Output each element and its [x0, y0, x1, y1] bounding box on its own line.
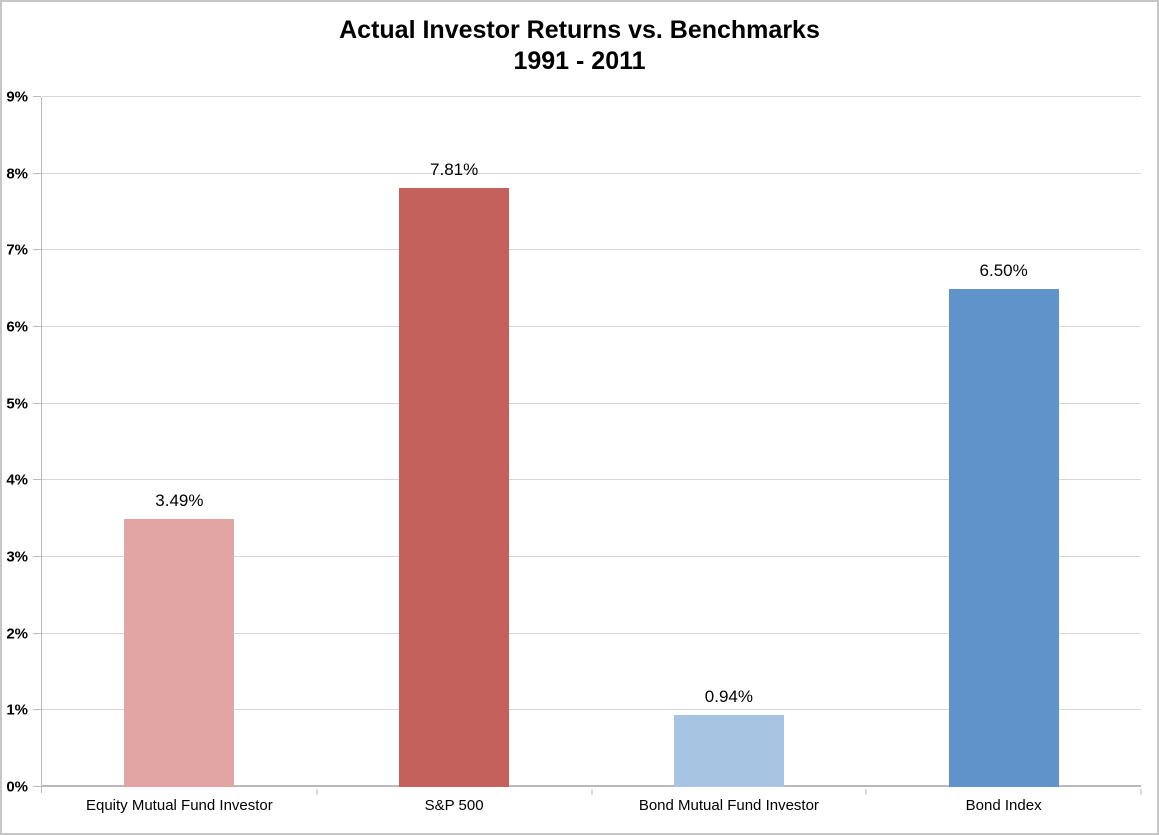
bar-data-label: 7.81% — [430, 160, 479, 180]
y-axis-label: 3% — [6, 548, 28, 566]
chart-title-line1: Actual Investor Returns vs. Benchmarks — [339, 16, 820, 44]
y-axis-label: 0% — [6, 778, 28, 796]
y-axis-tick — [33, 786, 41, 787]
bar — [673, 714, 784, 787]
bar-data-label: 3.49% — [155, 491, 204, 511]
x-axis-tick-row — [42, 787, 1142, 795]
x-axis-category-label: Bond Mutual Fund Investor — [638, 797, 819, 814]
y-axis-tick — [33, 249, 41, 251]
bar-data-label: 6.50% — [979, 260, 1028, 280]
gridline — [42, 172, 1141, 174]
chart-title: Actual Investor Returns vs. Benchmarks 1… — [0, 15, 1159, 77]
bar — [948, 288, 1059, 787]
y-axis-tick — [33, 326, 41, 327]
gridline — [42, 479, 1141, 481]
gridline — [42, 249, 1141, 251]
bar — [124, 519, 235, 787]
x-axis-category-label: Equity Mutual Fund Investor — [85, 797, 273, 814]
y-axis-tick — [33, 479, 41, 481]
gridline — [42, 632, 1141, 634]
y-axis-label: 4% — [6, 471, 28, 489]
gridline — [42, 556, 1141, 557]
gridline — [42, 326, 1141, 327]
chart-title-line2: 1991 - 2011 — [513, 47, 646, 75]
y-axis-label: 9% — [6, 88, 28, 106]
category-separator-tick — [865, 789, 867, 795]
y-axis-tick — [33, 632, 41, 634]
x-axis-category-label: S&P 500 — [424, 797, 484, 814]
gridline — [42, 709, 1141, 711]
y-axis-line — [41, 97, 42, 793]
y-axis-label: 2% — [6, 625, 28, 643]
y-axis-label: 1% — [6, 701, 28, 719]
y-axis-label: 7% — [6, 241, 28, 259]
category-separator-tick — [316, 789, 318, 795]
category-separator-tick — [1140, 789, 1142, 795]
bar — [399, 188, 510, 787]
category-separator-tick — [591, 789, 592, 795]
y-axis-tick — [33, 709, 41, 711]
gridline — [42, 96, 1141, 97]
y-axis-tick — [33, 96, 41, 97]
y-axis-tick — [33, 172, 41, 174]
gridline — [42, 785, 1141, 787]
y-axis-label: 8% — [6, 165, 28, 183]
bar-data-label: 0.94% — [704, 686, 753, 706]
y-axis-tick — [33, 556, 41, 557]
y-axis-label: 5% — [6, 395, 28, 413]
gridline — [42, 402, 1141, 404]
y-axis-tick — [33, 402, 41, 404]
y-axis-label: 6% — [6, 318, 28, 336]
plot-area: 0% 1% 2% 3% 4% 5% 6% 7% 8% 9% 3.49% Equity Mutual F… — [6, 89, 1142, 814]
x-axis-category-label: Bond Index — [965, 797, 1042, 814]
